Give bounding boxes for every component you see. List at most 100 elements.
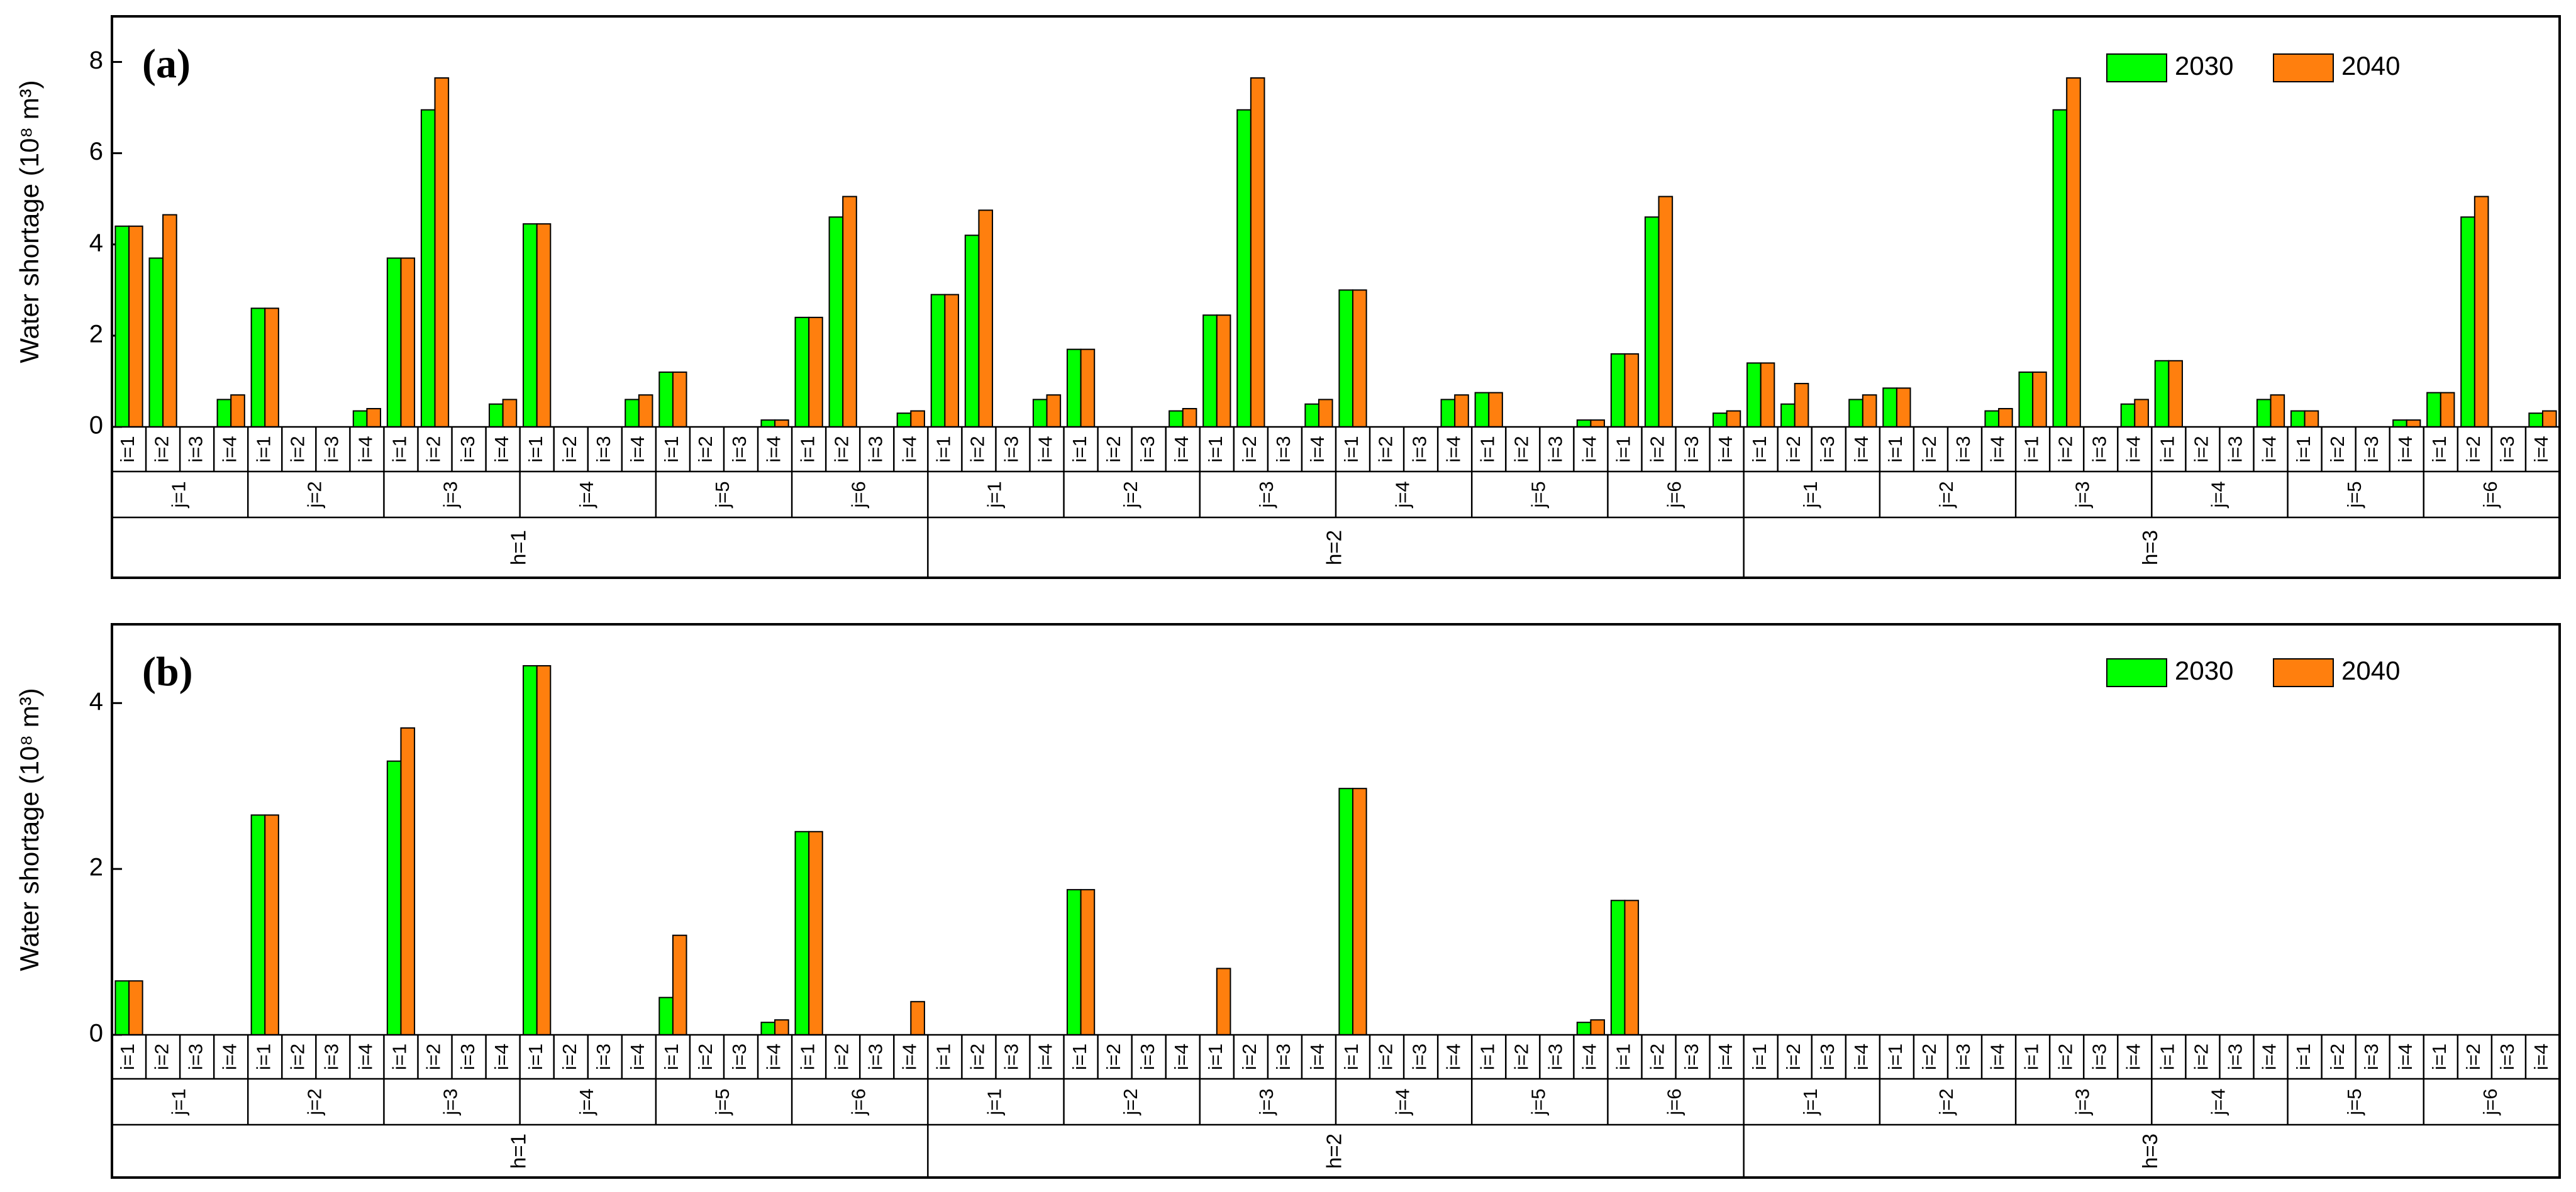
bar	[1998, 407, 2013, 428]
x-tick-label: i=3	[1952, 1044, 1974, 1070]
bar	[1338, 788, 1354, 1035]
x-tick-label: i=2	[830, 436, 852, 462]
bar	[2032, 371, 2047, 428]
x-tick-label: i=3	[1680, 1044, 1702, 1070]
group-label: j=2	[1935, 1088, 1957, 1115]
bar	[1474, 392, 1490, 428]
bar	[1352, 289, 1367, 428]
x-tick-label: i=3	[1952, 436, 1974, 462]
x-tick-label: i=3	[184, 1044, 206, 1070]
x-tick-label: i=4	[2394, 1044, 2416, 1070]
x-tick-label: i=2	[967, 436, 989, 462]
x-tick-label: i=3	[1272, 1044, 1294, 1070]
bar	[978, 209, 994, 428]
x-tick-label: i=3	[1680, 436, 1702, 462]
x-tick-label: i=3	[184, 436, 206, 462]
x-tick-label: i=2	[1646, 1044, 1668, 1070]
x-tick-label: i=1	[2020, 436, 2042, 462]
bar	[1644, 216, 1660, 428]
x-tick-label: i=1	[2292, 436, 2314, 462]
bar	[1169, 410, 1184, 428]
bar	[114, 980, 130, 1036]
bar	[1066, 889, 1082, 1035]
bar	[1760, 362, 1775, 428]
x-tick-label: i=4	[2394, 436, 2416, 462]
bar	[2528, 412, 2543, 428]
bar	[896, 412, 912, 428]
x-tick-label: i=4	[1442, 436, 1464, 462]
x-tick-label: i=2	[694, 1044, 716, 1070]
x-tick-label: i=4	[1306, 1044, 1328, 1070]
x-tick-label: i=3	[1136, 1044, 1158, 1070]
y-tick-label: 0	[89, 412, 103, 439]
bar	[2460, 216, 2475, 428]
group-label: j=1	[984, 1088, 1006, 1115]
x-tick-label: i=1	[1884, 1044, 1906, 1070]
bar	[842, 196, 857, 428]
bar	[1318, 399, 1333, 428]
x-tick-label: i=1	[1476, 1044, 1498, 1070]
x-tick-label: i=4	[762, 1044, 784, 1070]
bar	[148, 257, 164, 428]
x-tick-label: i=2	[150, 1044, 172, 1070]
bar	[2256, 399, 2272, 428]
group-label: j=4	[575, 481, 597, 508]
group-label: h=3	[2138, 1134, 2162, 1169]
x-tick-label: i=3	[1408, 1044, 1430, 1070]
bar	[1454, 394, 1469, 428]
x-tick-label: i=2	[2462, 436, 2484, 462]
group-label: j=5	[1528, 1088, 1550, 1115]
bar	[1610, 900, 1626, 1035]
bar	[536, 665, 552, 1035]
bar	[2406, 419, 2421, 428]
x-tick-label: i=1	[660, 1044, 682, 1070]
x-tick-label: i=3	[864, 436, 886, 462]
group-label: j=2	[304, 1088, 326, 1115]
x-tick-label: i=4	[626, 436, 648, 462]
x-tick-label: i=1	[796, 436, 818, 462]
bar	[1182, 407, 1197, 428]
x-tick-label: i=1	[1340, 1044, 1362, 1070]
x-tick-label: i=4	[1986, 1044, 2008, 1070]
bar	[128, 225, 143, 428]
x-tick-label: i=3	[321, 436, 343, 462]
bar	[1576, 419, 1592, 428]
x-tick-label: i=1	[252, 436, 274, 462]
group-label: j=5	[711, 481, 733, 508]
x-tick-label: i=1	[252, 1044, 274, 1070]
bar	[638, 394, 653, 428]
x-tick-label: i=3	[321, 1044, 343, 1070]
bar	[794, 831, 810, 1035]
x-tick-label: i=3	[1408, 436, 1430, 462]
group-label: j=1	[1799, 481, 1821, 508]
x-tick-label: i=3	[2088, 436, 2110, 462]
bar	[1794, 383, 1809, 428]
group-label: j=3	[1255, 481, 1277, 508]
bar	[2066, 77, 2081, 428]
y-tick-label: 2	[89, 320, 103, 348]
bar	[1440, 399, 1456, 428]
x-tick-label: i=2	[2054, 436, 2076, 462]
x-tick-label: i=3	[2496, 1044, 2518, 1070]
x-tick-label: i=1	[933, 436, 955, 462]
y-tick-label: 2	[89, 854, 103, 881]
legend-swatch	[2106, 53, 2167, 82]
x-tick-label: i=1	[933, 1044, 955, 1070]
bar	[1066, 348, 1082, 428]
x-tick-label: i=2	[2190, 1044, 2212, 1070]
group-label: j=1	[1799, 1088, 1821, 1115]
x-tick-label: i=1	[1613, 436, 1635, 462]
x-tick-label: i=1	[1884, 436, 1906, 462]
x-tick-label: i=2	[830, 1044, 852, 1070]
x-tick-label: i=4	[1306, 436, 1328, 462]
group-label: h=1	[506, 530, 530, 565]
x-tick-label: i=2	[423, 1044, 445, 1070]
x-tick-label: i=1	[525, 436, 547, 462]
bar	[1984, 410, 2000, 428]
bar	[1216, 314, 1231, 428]
x-tick-label: i=2	[2054, 1044, 2076, 1070]
x-tick-label: i=2	[2326, 436, 2348, 462]
bar	[1250, 77, 1265, 428]
x-tick-label: i=4	[626, 1044, 648, 1070]
x-tick-label: i=2	[286, 436, 308, 462]
